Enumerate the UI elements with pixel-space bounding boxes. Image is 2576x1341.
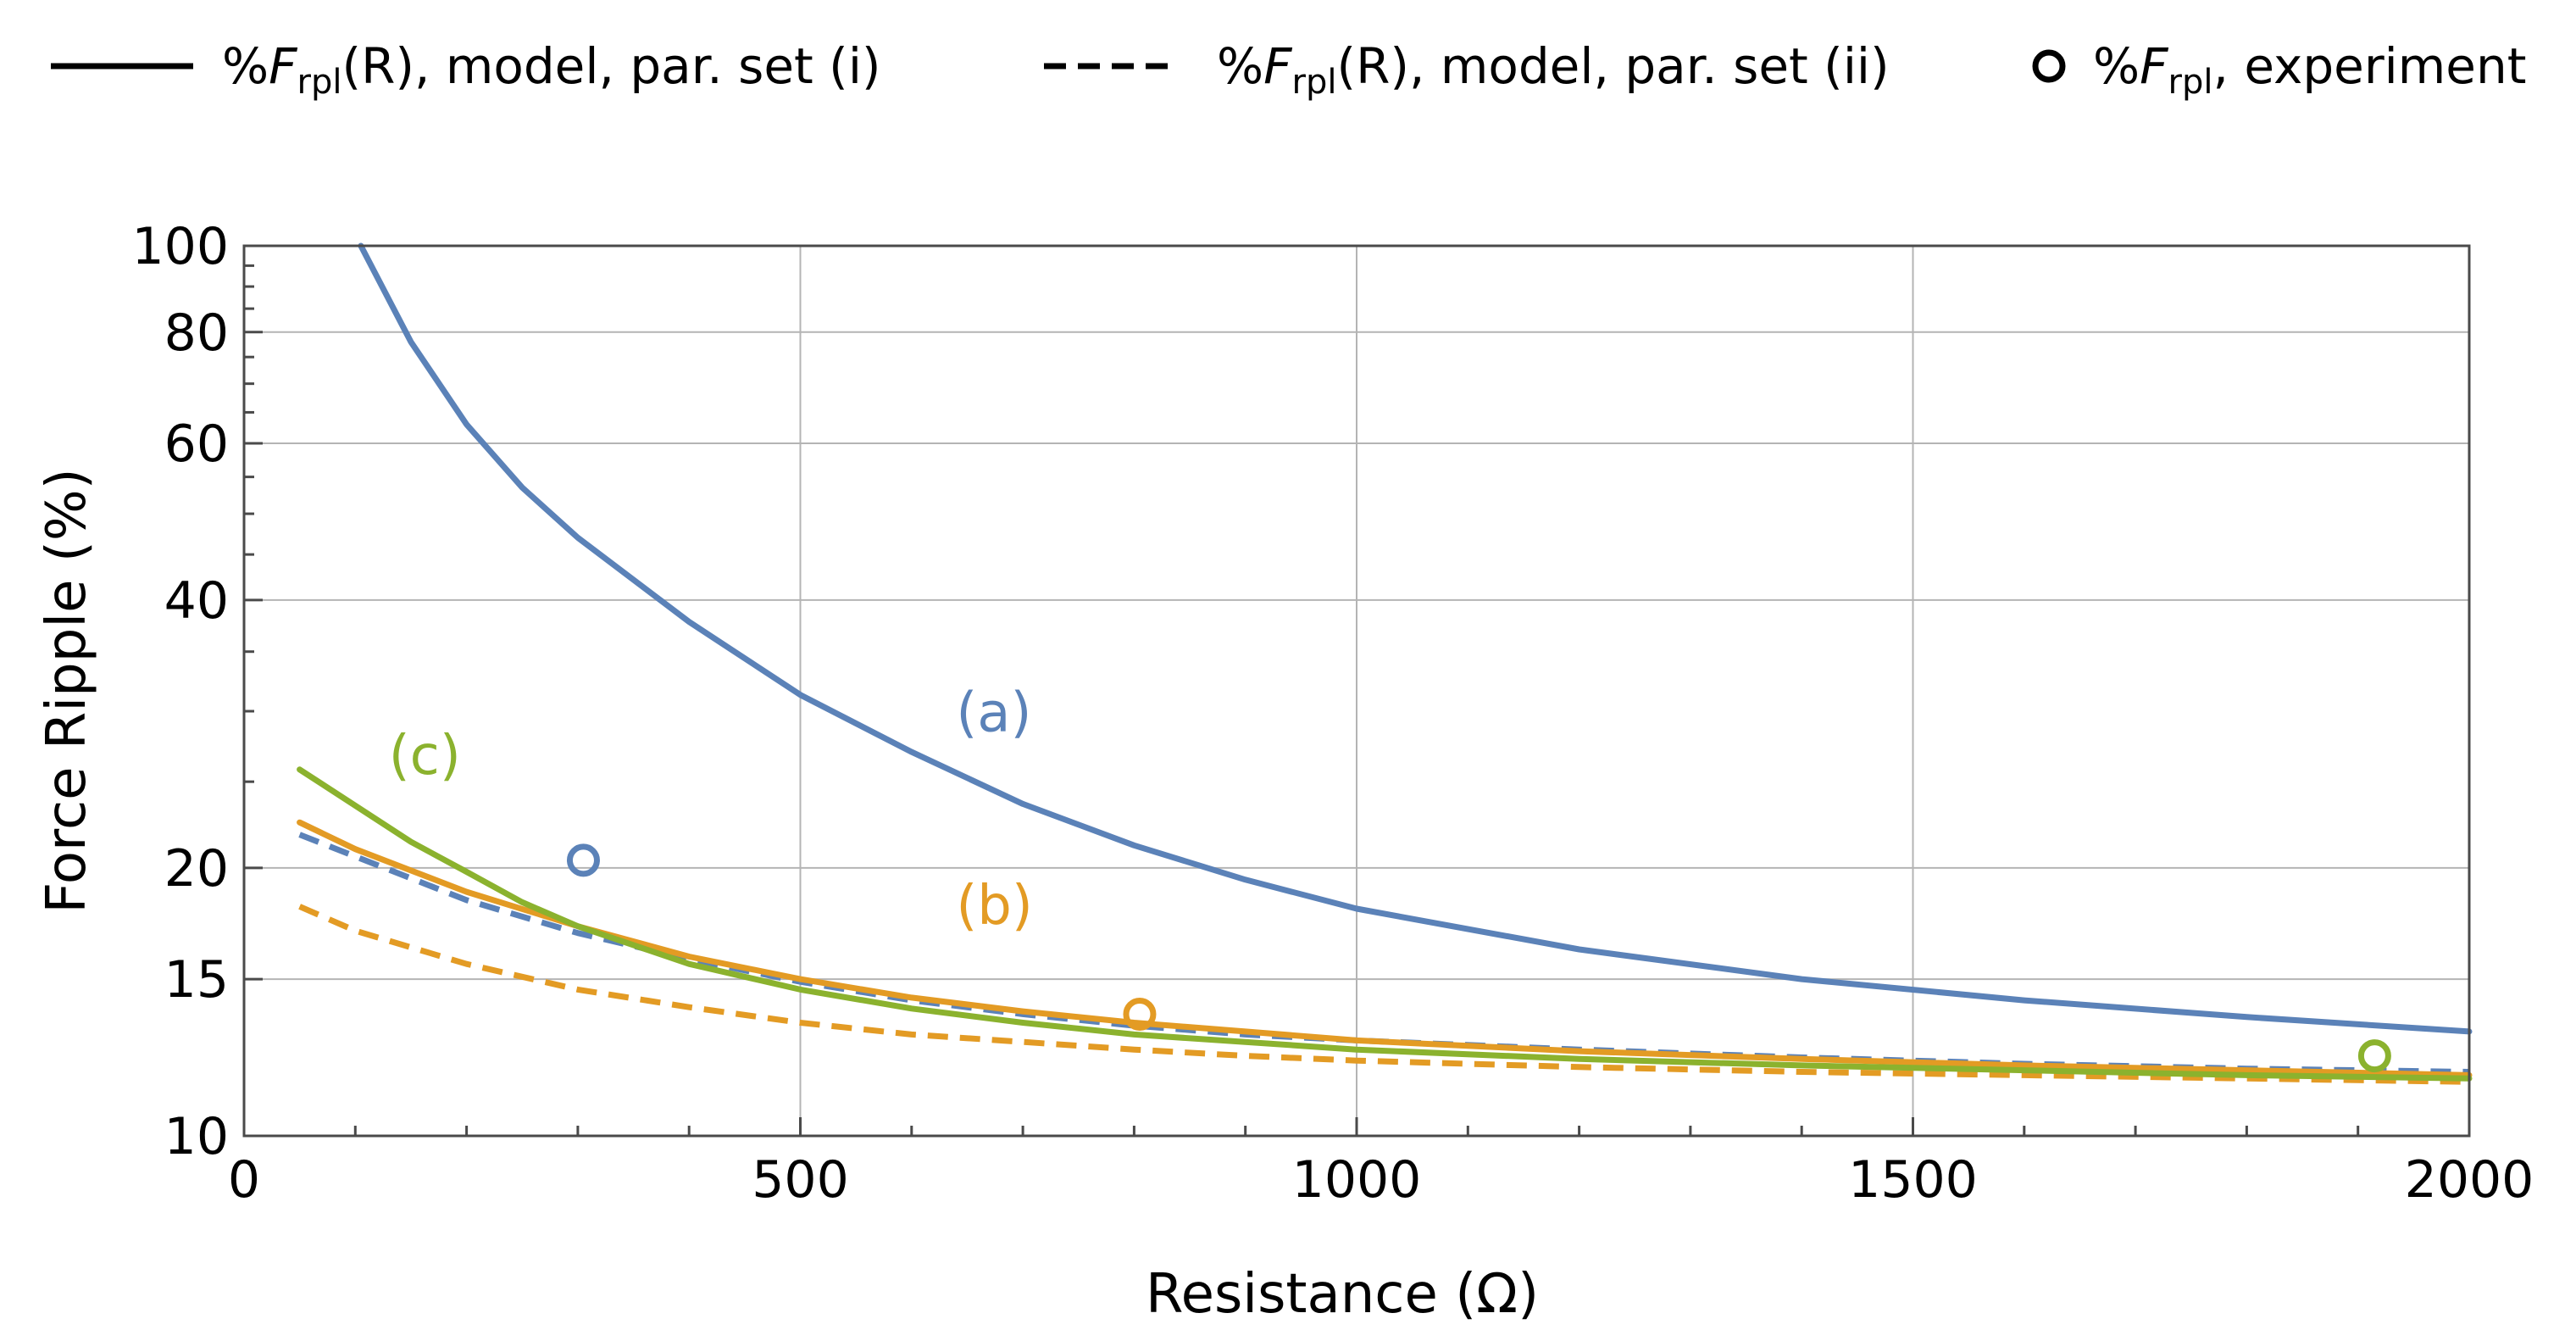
legend-dashed-sub: rpl	[1292, 63, 1337, 102]
legend-marker-prefix: %	[2093, 37, 2140, 95]
legend-marker-suffix: , experiment	[2212, 37, 2526, 95]
y-tick-label: 10	[164, 1107, 229, 1166]
x-tick-label: 1500	[1848, 1150, 1978, 1210]
legend-solid-suffix: (R), model, par. set (i)	[341, 37, 880, 95]
legend-dashed-prefix: %	[1217, 37, 1263, 95]
experiment-point-0	[566, 843, 600, 877]
legend-marker-swatch	[2032, 49, 2066, 83]
y-tick-label: 15	[164, 950, 229, 1010]
series-lines	[297, 242, 2473, 1085]
x-tick-label: 2000	[2405, 1150, 2534, 1210]
legend-marker-sub: rpl	[2168, 63, 2213, 102]
y-tick-label: 60	[164, 415, 229, 474]
annotation-label: (a)	[956, 682, 1031, 744]
y-axis-label: Force Ripple (%)	[36, 468, 98, 913]
legend-solid-var: F	[269, 37, 298, 95]
series-line-4	[297, 766, 2473, 1082]
legend-entry-solid: %Frpl(R), model, par. set (i)	[222, 37, 881, 102]
annotation-label: (c)	[389, 725, 461, 787]
x-tick-label: 0	[228, 1150, 260, 1210]
y-tick-label: 80	[164, 303, 229, 363]
x-tick-label: 1000	[1292, 1150, 1422, 1210]
legend-entry-dashed: %Frpl(R), model, par. set (ii)	[1217, 37, 1890, 102]
x-axis-label: Resistance (Ω)	[1146, 1263, 1539, 1326]
series-line-1	[298, 832, 2470, 1075]
y-tick-label: 20	[164, 839, 229, 899]
curve-annotations: (a) (c) (b)	[389, 682, 1033, 938]
series-line-2	[297, 819, 2473, 1078]
series-line-0	[358, 242, 2473, 1035]
legend-solid-prefix: %	[222, 37, 269, 95]
experiment-point-2	[2357, 1039, 2391, 1073]
legend-solid-sub: rpl	[297, 63, 342, 102]
x-tick-label: 500	[752, 1150, 849, 1210]
y-tick-label: 40	[164, 571, 229, 631]
experiment-point-1	[1123, 997, 1157, 1031]
legend-marker-var: F	[2140, 37, 2169, 95]
legend-dashed-var: F	[1263, 37, 1293, 95]
grid-lines	[244, 246, 2469, 1136]
legend-entry-marker: %Frpl, experiment	[2093, 37, 2526, 102]
annotation-label: (b)	[956, 875, 1033, 938]
axis-ticks: 0 500 1000 1500 2000 10 15 20 40 60 80 100	[131, 217, 2534, 1210]
experiment-points	[566, 843, 2391, 1073]
y-tick-label: 100	[131, 217, 229, 276]
legend-dashed-suffix: (R), model, par. set (ii)	[1336, 37, 1889, 95]
legend: %Frpl(R), model, par. set (i) %Frpl(R), …	[51, 37, 2526, 102]
series-line-3	[298, 904, 2470, 1085]
